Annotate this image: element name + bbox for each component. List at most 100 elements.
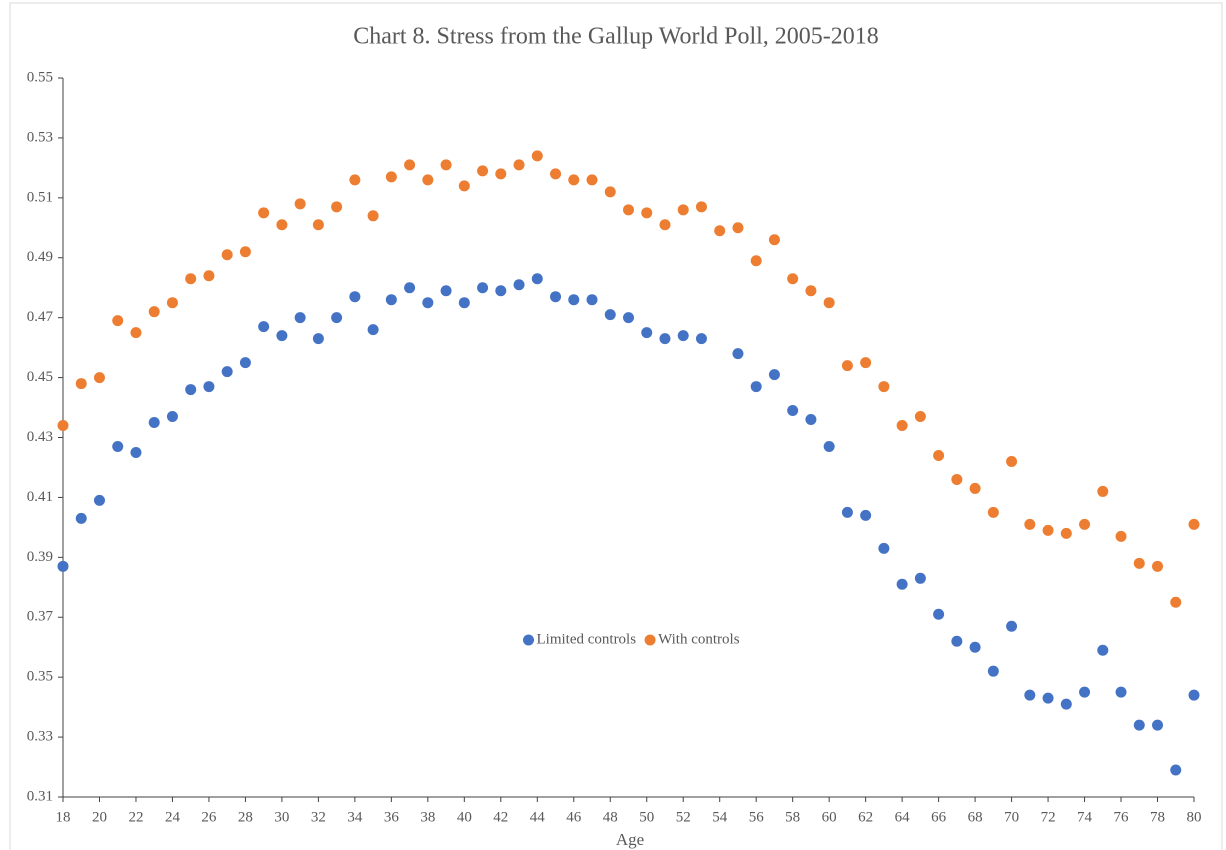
point [659,219,671,231]
point [185,384,197,396]
point [586,174,598,186]
point [1042,524,1054,536]
x-tick-label: 24 [165,809,181,825]
point [969,641,981,653]
point [404,282,416,294]
x-tick-label: 32 [311,809,326,825]
point [531,150,543,162]
point [221,249,233,261]
y-tick-label: 0.35 [27,669,53,685]
point [1097,644,1109,656]
point [422,174,434,186]
x-tick-label: 66 [931,809,947,825]
y-tick-label: 0.47 [27,309,54,325]
point [276,219,288,231]
point [495,285,507,297]
x-tick-label: 38 [420,809,435,825]
point [404,159,416,171]
point [1170,596,1182,608]
x-tick-label: 74 [1077,809,1093,825]
point [805,285,817,297]
x-tick-label: 80 [1187,809,1202,825]
x-tick-label: 22 [128,809,143,825]
point [513,279,525,291]
point [331,201,343,213]
point [1188,518,1200,530]
legend-marker [644,634,656,646]
legend-label: Limited controls [537,631,637,647]
point [641,207,653,219]
x-tick-label: 72 [1041,809,1056,825]
point [185,273,197,285]
point [93,494,105,506]
y-tick-label: 0.49 [27,249,53,265]
x-tick-label: 40 [457,809,472,825]
point [458,180,470,192]
point [1115,686,1127,698]
y-tick-label: 0.55 [27,69,53,85]
x-tick-label: 18 [56,809,71,825]
x-tick-label: 36 [384,809,400,825]
point [477,282,489,294]
y-tick-label: 0.53 [27,129,53,145]
chart-border [9,2,1223,850]
point [860,509,872,521]
point [531,273,543,285]
point [57,420,69,432]
x-tick-label: 68 [968,809,983,825]
x-tick-label: 34 [347,809,363,825]
point [75,378,87,390]
point [75,512,87,524]
point [604,309,616,321]
point [1060,698,1072,710]
x-tick-label: 42 [493,809,508,825]
point [677,330,689,342]
point [896,578,908,590]
x-tick-label: 50 [639,809,654,825]
point [385,171,397,183]
legend-marker [523,634,534,646]
point [1079,686,1091,698]
point [422,297,434,309]
point [148,306,160,318]
point [1042,692,1054,704]
point [750,381,762,393]
point [130,446,142,458]
x-tick-label: 56 [749,809,765,825]
point [896,420,908,432]
point [239,357,251,369]
point [550,168,562,180]
point [130,327,142,339]
point [1115,530,1127,542]
point [148,417,160,429]
point [550,291,562,303]
point [440,159,452,171]
point [732,348,744,360]
x-tick-label: 76 [1114,809,1130,825]
point [294,198,306,210]
point [677,204,689,216]
point [604,186,616,198]
point [1170,764,1182,776]
point [458,297,470,309]
x-tick-label: 26 [201,809,217,825]
point [714,225,726,237]
point [57,560,69,572]
point [641,327,653,339]
point [258,321,270,333]
point [768,234,780,246]
y-tick-label: 0.37 [27,609,54,625]
point [823,297,835,309]
point [787,405,799,417]
point [695,201,707,213]
point [312,333,324,345]
point [1133,719,1145,731]
y-tick-label: 0.51 [27,189,53,205]
point [1152,560,1164,572]
x-tick-label: 70 [1004,809,1019,825]
x-tick-label: 62 [858,809,873,825]
point [951,635,963,647]
x-tick-label: 52 [676,809,691,825]
x-tick-label: 60 [822,809,837,825]
point [1024,689,1036,701]
